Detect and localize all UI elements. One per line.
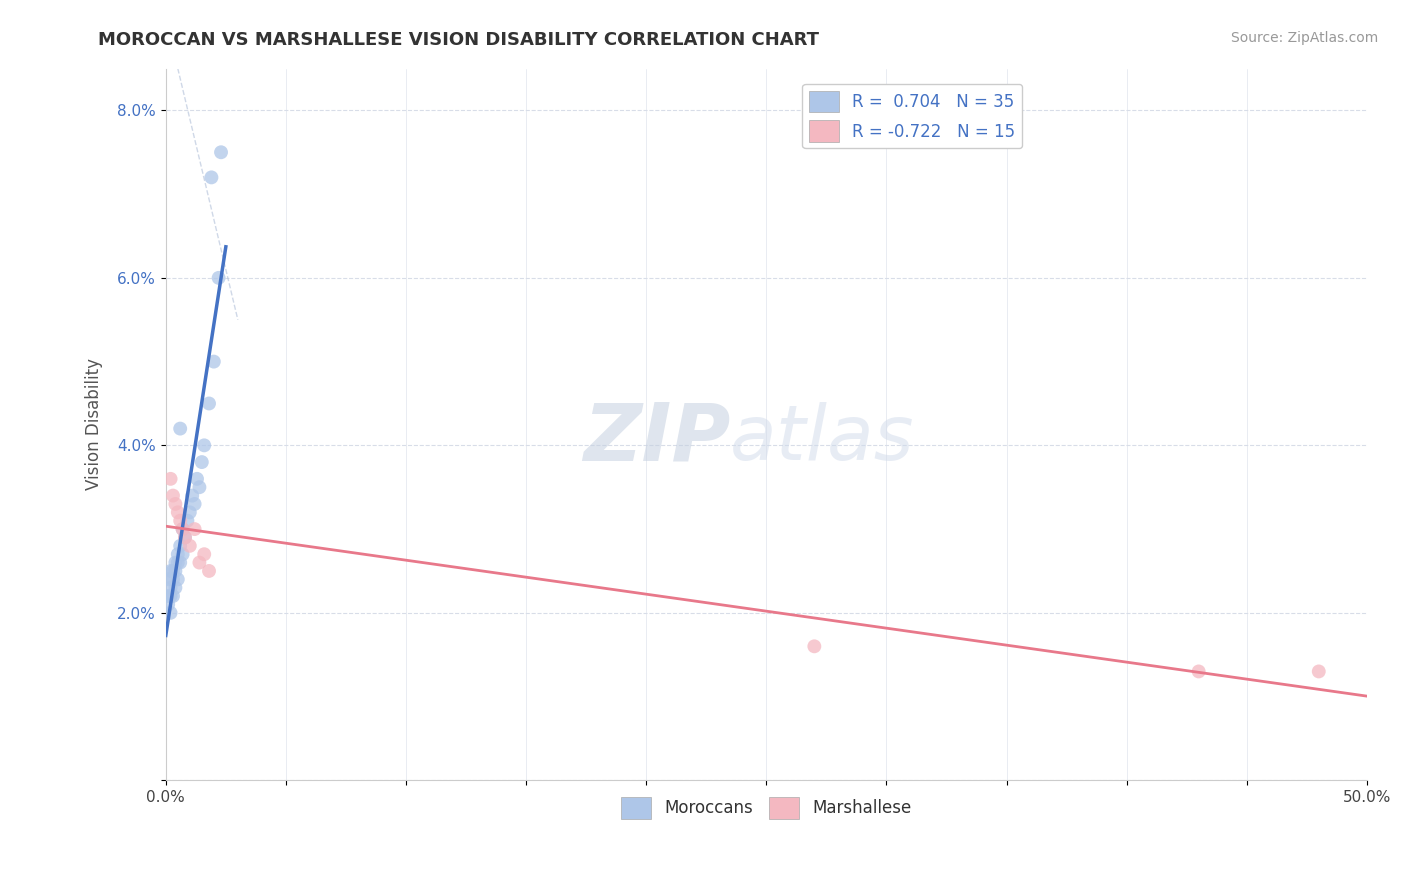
Point [198, 564, 221, 578]
Point [209, 145, 232, 160]
Point [159, 589, 181, 603]
Point [186, 472, 208, 486]
Point [166, 556, 188, 570]
Point [159, 581, 181, 595]
Legend: Moroccans, Marshallese: Moroccans, Marshallese [614, 790, 918, 825]
Point [803, 640, 825, 654]
Text: ZIP: ZIP [583, 400, 730, 477]
Point [200, 170, 222, 185]
Point [165, 497, 187, 511]
Point [169, 514, 191, 528]
Point [165, 556, 187, 570]
Point [198, 396, 221, 410]
Point [193, 438, 215, 452]
Point [193, 547, 215, 561]
Point [181, 489, 204, 503]
Point [165, 564, 187, 578]
Point [159, 606, 181, 620]
Text: atlas: atlas [730, 401, 915, 475]
Point [188, 556, 211, 570]
Point [162, 589, 184, 603]
Point [174, 531, 197, 545]
Point [166, 547, 188, 561]
Text: MOROCCAN VS MARSHALLESE VISION DISABILITY CORRELATION CHART: MOROCCAN VS MARSHALLESE VISION DISABILIT… [98, 31, 820, 49]
Point [183, 522, 205, 536]
Point [179, 539, 201, 553]
Point [166, 505, 188, 519]
Point [1308, 665, 1330, 679]
Point [207, 271, 229, 285]
Point [162, 564, 184, 578]
Point [176, 514, 198, 528]
Point [188, 480, 211, 494]
Text: Source: ZipAtlas.com: Source: ZipAtlas.com [1230, 31, 1378, 45]
Point [172, 547, 194, 561]
Point [174, 531, 197, 545]
Point [157, 589, 180, 603]
Point [179, 505, 201, 519]
Point [162, 572, 184, 586]
Point [169, 539, 191, 553]
Point [159, 472, 181, 486]
Point [159, 564, 181, 578]
Point [157, 572, 180, 586]
Point [172, 522, 194, 536]
Point [169, 421, 191, 435]
Point [183, 497, 205, 511]
Point [157, 598, 180, 612]
Point [191, 455, 214, 469]
Point [202, 354, 225, 368]
Point [1188, 665, 1211, 679]
Point [169, 556, 191, 570]
Point [165, 581, 187, 595]
Point [172, 522, 194, 536]
Point [162, 489, 184, 503]
Point [166, 572, 188, 586]
Y-axis label: Vision Disability: Vision Disability [86, 359, 103, 491]
